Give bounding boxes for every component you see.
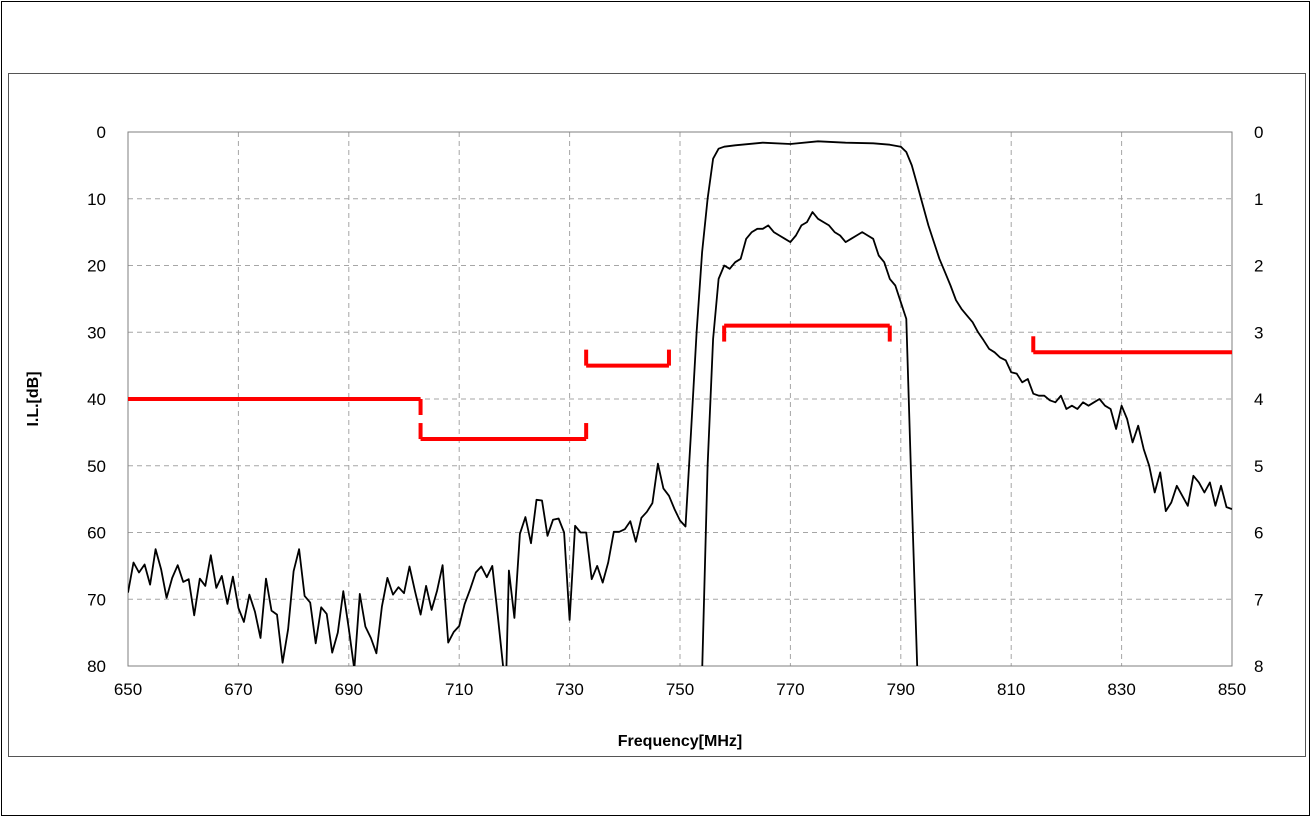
y2-tick-label: 0 bbox=[1254, 123, 1263, 142]
y-tick-label: 30 bbox=[87, 323, 106, 342]
gridlines bbox=[128, 132, 1232, 666]
y-axis-left-ticks: 0 10 20 30 40 50 60 70 80 bbox=[87, 123, 106, 676]
y-tick-label: 0 bbox=[97, 123, 106, 142]
x-tick-label: 730 bbox=[555, 680, 583, 699]
y-axis-right-ticks: 0 1 2 3 4 5 6 7 8 bbox=[1254, 123, 1263, 676]
chart-area bbox=[8, 73, 1306, 757]
x-tick-label: 790 bbox=[887, 680, 915, 699]
y-tick-label: 60 bbox=[87, 524, 106, 543]
x-tick-label: 650 bbox=[114, 680, 142, 699]
x-tick-label: 770 bbox=[776, 680, 804, 699]
spec-mask bbox=[128, 323, 1232, 442]
x-tick-label: 710 bbox=[445, 680, 473, 699]
y2-tick-label: 3 bbox=[1254, 323, 1263, 342]
y-tick-label: 10 bbox=[87, 190, 106, 209]
x-tick-label: 690 bbox=[335, 680, 363, 699]
x-tick-label: 830 bbox=[1107, 680, 1135, 699]
y-tick-label: 80 bbox=[87, 657, 106, 676]
series-wideband-curve bbox=[128, 140, 1232, 666]
x-axis-ticks: 650 670 690 710 730 750 770 790 810 830 850 bbox=[114, 680, 1246, 699]
y2-tick-label: 6 bbox=[1254, 524, 1263, 543]
y-tick-label: 20 bbox=[87, 257, 106, 276]
y2-tick-label: 8 bbox=[1254, 657, 1263, 676]
data-series bbox=[128, 140, 1232, 666]
y-tick-label: 70 bbox=[87, 590, 106, 609]
x-tick-label: 810 bbox=[997, 680, 1025, 699]
x-tick-label: 750 bbox=[666, 680, 694, 699]
y-axis-title: I.L.[dB] bbox=[25, 371, 42, 426]
y-tick-label: 50 bbox=[87, 457, 106, 476]
y2-tick-label: 4 bbox=[1254, 390, 1263, 409]
y2-tick-label: 5 bbox=[1254, 457, 1263, 476]
y2-tick-label: 1 bbox=[1254, 190, 1263, 209]
x-axis-title: Frequency[MHz] bbox=[618, 733, 742, 750]
x-tick-label: 850 bbox=[1218, 680, 1246, 699]
y2-tick-label: 7 bbox=[1254, 590, 1263, 609]
series-passband-curve bbox=[701, 211, 919, 666]
x-tick-label: 670 bbox=[224, 680, 252, 699]
y2-tick-label: 2 bbox=[1254, 257, 1263, 276]
y-tick-label: 40 bbox=[87, 390, 106, 409]
